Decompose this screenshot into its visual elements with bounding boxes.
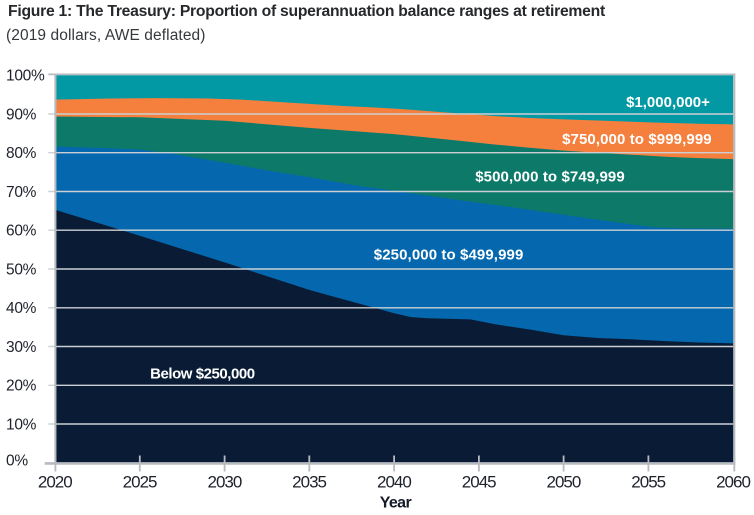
svg-text:20%: 20% xyxy=(6,378,37,395)
svg-text:2030: 2030 xyxy=(207,472,241,491)
svg-text:90%: 90% xyxy=(6,106,37,123)
svg-text:2045: 2045 xyxy=(462,472,496,491)
svg-text:100%: 100% xyxy=(6,68,45,85)
svg-text:2035: 2035 xyxy=(292,472,326,491)
svg-text:60%: 60% xyxy=(6,223,37,240)
svg-text:$250,000 to $499,999: $250,000 to $499,999 xyxy=(374,246,524,263)
svg-text:$500,000 to $749,999: $500,000 to $749,999 xyxy=(475,169,625,186)
svg-text:Below $250,000: Below $250,000 xyxy=(150,366,255,383)
svg-text:2040: 2040 xyxy=(377,472,411,491)
svg-text:2050: 2050 xyxy=(546,472,580,491)
svg-text:40%: 40% xyxy=(6,300,37,317)
svg-text:80%: 80% xyxy=(6,145,37,162)
svg-text:2055: 2055 xyxy=(631,472,665,491)
svg-text:0%: 0% xyxy=(6,453,28,470)
svg-text:30%: 30% xyxy=(6,339,37,356)
svg-text:10%: 10% xyxy=(6,416,37,433)
svg-text:2060: 2060 xyxy=(716,472,750,491)
svg-text:50%: 50% xyxy=(6,261,37,278)
svg-text:2020: 2020 xyxy=(38,472,72,491)
svg-text:2025: 2025 xyxy=(123,472,157,491)
svg-text:Year: Year xyxy=(380,495,412,512)
svg-text:$750,000 to $999,999: $750,000 to $999,999 xyxy=(562,131,712,148)
svg-text:$1,000,000+: $1,000,000+ xyxy=(626,94,710,111)
svg-text:70%: 70% xyxy=(6,184,37,201)
